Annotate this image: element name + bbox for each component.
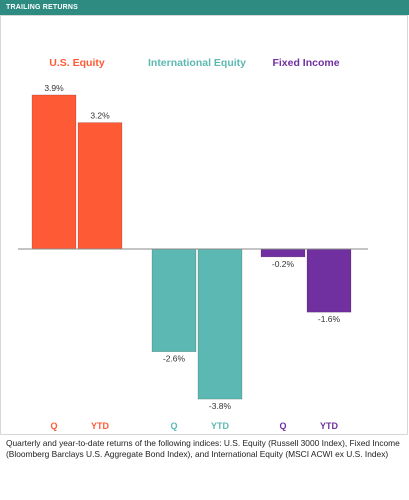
category-label-u-s-equity-q: Q <box>50 421 57 431</box>
bar-fixed-income-q <box>260 248 306 258</box>
group-title-fixed-income: Fixed Income <box>272 57 339 69</box>
value-label-international-equity-ytd: -3.8% <box>209 401 232 411</box>
bar-international-equity-ytd <box>197 248 243 400</box>
section-header: TRAILING RETURNS <box>0 0 409 15</box>
value-label-fixed-income-q: -0.2% <box>272 259 295 269</box>
bar-u-s-equity-ytd <box>77 122 123 250</box>
category-label-fixed-income-ytd: YTD <box>320 421 339 431</box>
group-title-international-equity: International Equity <box>148 57 246 69</box>
value-label-international-equity-q: -2.6% <box>163 354 186 364</box>
bar-u-s-equity-q <box>31 94 77 250</box>
bar-fixed-income-ytd <box>306 248 352 313</box>
category-label-international-equity-ytd: YTD <box>211 421 230 431</box>
value-label-fixed-income-ytd: -1.6% <box>318 314 341 324</box>
trailing-returns-chart: U.S. Equity International Equity Fixed Inc… <box>18 57 368 431</box>
value-label-u-s-equity-ytd: 3.2% <box>90 111 110 121</box>
category-label-fixed-income-q: Q <box>279 421 286 431</box>
category-label-u-s-equity-ytd: YTD <box>91 421 110 431</box>
bar-international-equity-q <box>151 248 197 352</box>
category-label-international-equity-q: Q <box>170 421 177 431</box>
value-label-u-s-equity-q: 3.9% <box>44 83 64 93</box>
group-title-u-s-equity: U.S. Equity <box>49 57 105 69</box>
chart-caption: Quarterly and year-to-date returns of th… <box>6 438 400 459</box>
